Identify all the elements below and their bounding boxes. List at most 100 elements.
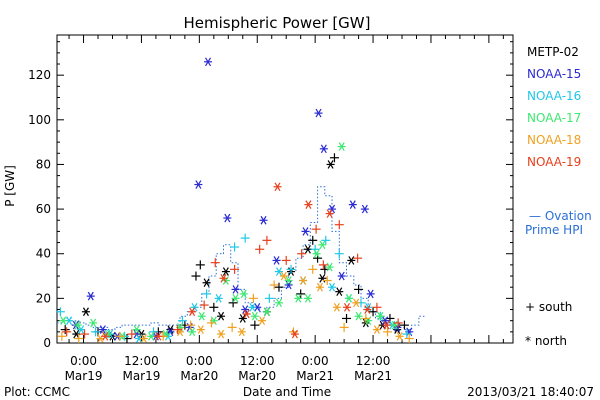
data-point [206,318,216,328]
data-point [248,302,257,312]
y-tick-label: 40 [36,247,51,261]
data-point [325,262,334,272]
data-point [57,331,67,341]
ovation-legend-line1: — Ovation [529,209,592,223]
data-point [297,249,307,259]
data-point [154,331,163,341]
data-point [217,329,226,339]
y-tick-label: 100 [28,113,51,127]
data-point [221,267,230,276]
data-point [60,325,70,335]
data-point [196,325,205,334]
data-point [237,327,246,337]
data-point [139,334,148,343]
data-point [242,309,251,319]
data-point [308,235,318,245]
data-point [188,307,197,317]
data-point [214,294,223,303]
legend-entry: NOAA-17 [527,111,581,125]
x-tick-date-label: Mar21 [354,369,392,383]
data-point [223,213,232,223]
data-point [325,209,334,218]
y-tick-label: 80 [36,157,51,171]
data-point [347,256,356,265]
data-point [262,235,272,245]
data-point [322,276,332,286]
data-point [352,298,361,308]
data-point [250,320,260,330]
x-tick-date-label: Mar20 [238,369,276,383]
data-point [383,327,393,337]
data-point [199,300,209,310]
data-point [210,258,220,268]
data-point [219,273,228,283]
data-point [197,311,206,321]
plot-credit: Plot: CCMC [4,385,70,399]
data-point [231,285,240,294]
chart-title: Hemispheric Power [GW] [184,14,371,32]
data-point [62,327,72,337]
data-point [274,282,284,292]
data-point [332,302,341,312]
y-tick-label: 60 [36,202,51,216]
data-point [334,249,344,259]
data-point [354,284,364,294]
data-point [127,329,137,339]
data-point [393,318,403,328]
data-point [315,282,324,292]
data-point [89,318,98,328]
y-axis: 0 20 40 60 80 100 120 [28,41,513,350]
data-point [238,314,247,323]
data-point [149,327,159,337]
data-point [195,260,205,270]
data-point [191,271,201,281]
data-point [209,302,219,312]
x-tick-time-label: 12:00 [356,354,391,368]
data-point [366,289,375,299]
x-tick-date-label: Mar19 [65,369,103,383]
north-marker-legend: * north [525,334,567,348]
x-axis-label: Date and Time [243,385,331,399]
data-point [272,256,281,265]
y-tick-label: 0 [43,336,51,350]
x-tick-time-label: 0:00 [186,354,213,368]
svg-text:P [GW]: P [GW] [3,165,17,207]
x-tick-date-label: Mar19 [122,369,160,383]
data-point [194,180,203,189]
data-point [258,316,267,325]
data-point [73,320,82,330]
data-point [239,289,248,299]
south-marker-legend: + south [525,300,572,314]
data-point [303,294,312,303]
data-point [217,311,226,321]
data-point [279,271,288,281]
data-point [202,289,212,299]
data-point [342,313,352,323]
data-point [202,278,211,288]
data-point [284,280,293,290]
data-point [348,200,357,209]
x-axis: 0:00Mar1912:00Mar190:00Mar2012:00Mar200:… [65,35,504,383]
y-tick-label: 120 [28,68,51,82]
data-point [115,331,125,341]
data-point [231,294,240,303]
x-tick-time-label: 12:00 [124,354,159,368]
data-point [286,264,296,274]
data-point [264,293,274,303]
data-point [173,325,183,335]
data-point [301,227,310,236]
data-point [318,260,328,270]
data-point [381,316,390,325]
legend-entry: NOAA-18 [527,133,581,147]
data-point [326,160,335,169]
data-point [230,242,240,252]
ovation-legend-line2: Prime HPI [525,223,583,237]
data-point [308,264,318,274]
data-point [382,320,391,330]
data-point [86,291,95,301]
data-point [74,334,84,344]
legend-entry: METP-02 [527,45,579,59]
data-point [337,271,346,281]
y-axis-label: P [GW] [3,165,17,207]
